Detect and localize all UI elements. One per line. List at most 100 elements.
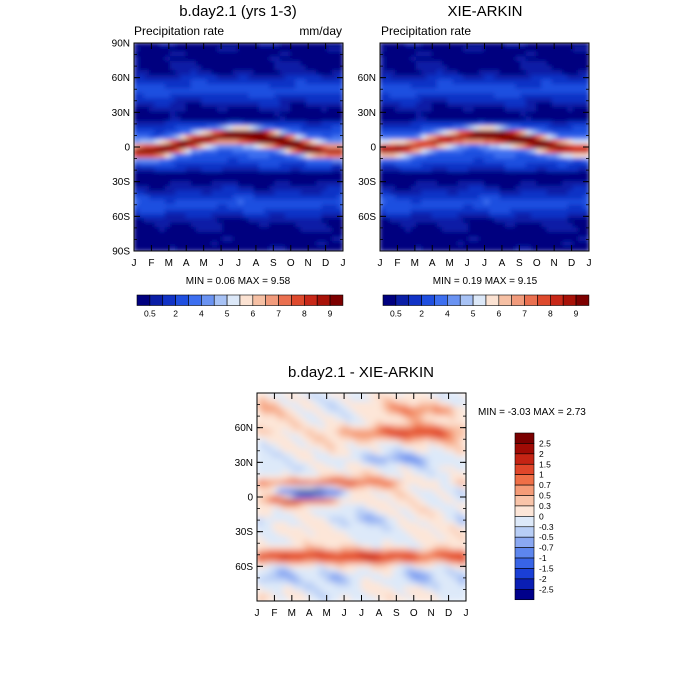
field-cell bbox=[258, 120, 266, 127]
field-cell bbox=[371, 406, 378, 413]
field-cell bbox=[387, 447, 394, 454]
field-cell bbox=[290, 185, 297, 192]
field-cell bbox=[504, 204, 512, 210]
field-cell bbox=[452, 148, 459, 155]
field-cell bbox=[284, 185, 292, 192]
field-cell bbox=[454, 393, 462, 399]
field-cell bbox=[305, 199, 313, 206]
field-cell bbox=[530, 236, 538, 243]
field-cell bbox=[449, 517, 457, 524]
field-cell bbox=[169, 153, 177, 160]
field-cell bbox=[489, 190, 496, 197]
field-cell bbox=[284, 148, 292, 155]
field-cell bbox=[253, 139, 260, 146]
field-cell bbox=[279, 171, 287, 178]
field-cell bbox=[331, 176, 339, 183]
field-cell bbox=[530, 148, 538, 155]
field-cell bbox=[324, 406, 331, 413]
field-cell bbox=[232, 111, 240, 118]
field-cell bbox=[206, 176, 213, 183]
field-cell bbox=[397, 503, 404, 510]
field-cell bbox=[515, 241, 522, 247]
field-cell bbox=[138, 47, 146, 53]
field-cell bbox=[337, 102, 343, 109]
field-cell bbox=[449, 494, 457, 500]
field-cell bbox=[449, 397, 457, 403]
field-cell bbox=[546, 120, 554, 127]
field-cell bbox=[345, 480, 352, 487]
field-cell bbox=[426, 97, 433, 104]
field-cell bbox=[541, 43, 548, 49]
field-cell bbox=[463, 185, 470, 192]
field-cell bbox=[384, 162, 392, 169]
field-cell bbox=[410, 194, 418, 201]
field-cell bbox=[292, 420, 300, 426]
field-cell bbox=[546, 47, 554, 53]
field-cell bbox=[557, 56, 564, 63]
field-cell bbox=[243, 93, 250, 100]
field-cell bbox=[175, 79, 182, 86]
field-cell bbox=[436, 43, 444, 49]
field-cell bbox=[164, 181, 172, 187]
field-cell bbox=[415, 190, 423, 197]
field-cell bbox=[562, 116, 569, 123]
field-cell bbox=[402, 429, 410, 436]
field-cell bbox=[196, 218, 203, 224]
field-cell bbox=[257, 420, 263, 426]
field-cell bbox=[175, 97, 182, 104]
field-cell bbox=[473, 176, 480, 183]
field-cell bbox=[410, 134, 418, 141]
field-cell bbox=[530, 79, 538, 86]
field-cell bbox=[536, 116, 543, 123]
field-cell bbox=[536, 65, 543, 72]
field-cell bbox=[266, 410, 274, 417]
field-cell bbox=[376, 424, 383, 431]
field-cell bbox=[434, 503, 441, 510]
field-cell bbox=[201, 176, 208, 183]
field-cell bbox=[175, 213, 182, 220]
field-cell bbox=[366, 517, 373, 524]
field-cell bbox=[340, 434, 347, 440]
field-cell bbox=[381, 434, 389, 440]
field-cell bbox=[143, 245, 151, 251]
field-cell bbox=[478, 222, 486, 229]
field-cell bbox=[428, 410, 436, 417]
field-cell bbox=[232, 190, 240, 197]
field-cell bbox=[350, 480, 357, 487]
field-cell bbox=[180, 51, 187, 58]
field-cell bbox=[400, 51, 407, 58]
field-cell bbox=[303, 443, 310, 450]
field-cell bbox=[253, 120, 260, 127]
field-cell bbox=[222, 222, 229, 229]
field-cell bbox=[243, 236, 250, 243]
field-cell bbox=[284, 84, 292, 90]
field-cell bbox=[468, 125, 475, 132]
field-cell bbox=[504, 213, 512, 220]
field-cell bbox=[138, 148, 146, 155]
field-cell bbox=[316, 144, 323, 150]
field-cell bbox=[413, 484, 420, 491]
field-cell bbox=[381, 452, 389, 459]
field-cell bbox=[444, 429, 451, 436]
field-cell bbox=[397, 521, 404, 528]
field-cell bbox=[444, 401, 451, 408]
field-cell bbox=[410, 79, 418, 86]
field-cell bbox=[520, 65, 527, 72]
field-cell bbox=[468, 231, 475, 238]
field-cell bbox=[457, 65, 465, 72]
field-cell bbox=[321, 171, 328, 178]
field-cell bbox=[321, 134, 328, 141]
colorbar-label: 8 bbox=[302, 309, 307, 319]
field-cell bbox=[321, 153, 328, 160]
field-cell bbox=[387, 401, 394, 408]
field-cell bbox=[253, 43, 260, 49]
field-cell bbox=[303, 401, 310, 408]
field-cell bbox=[389, 148, 397, 155]
field-cell bbox=[227, 130, 234, 137]
field-cell bbox=[572, 125, 580, 132]
field-cell bbox=[295, 190, 302, 197]
field-cell bbox=[530, 97, 538, 104]
field-cell bbox=[134, 139, 140, 146]
field-cell bbox=[257, 512, 263, 519]
field-cell bbox=[520, 171, 527, 178]
